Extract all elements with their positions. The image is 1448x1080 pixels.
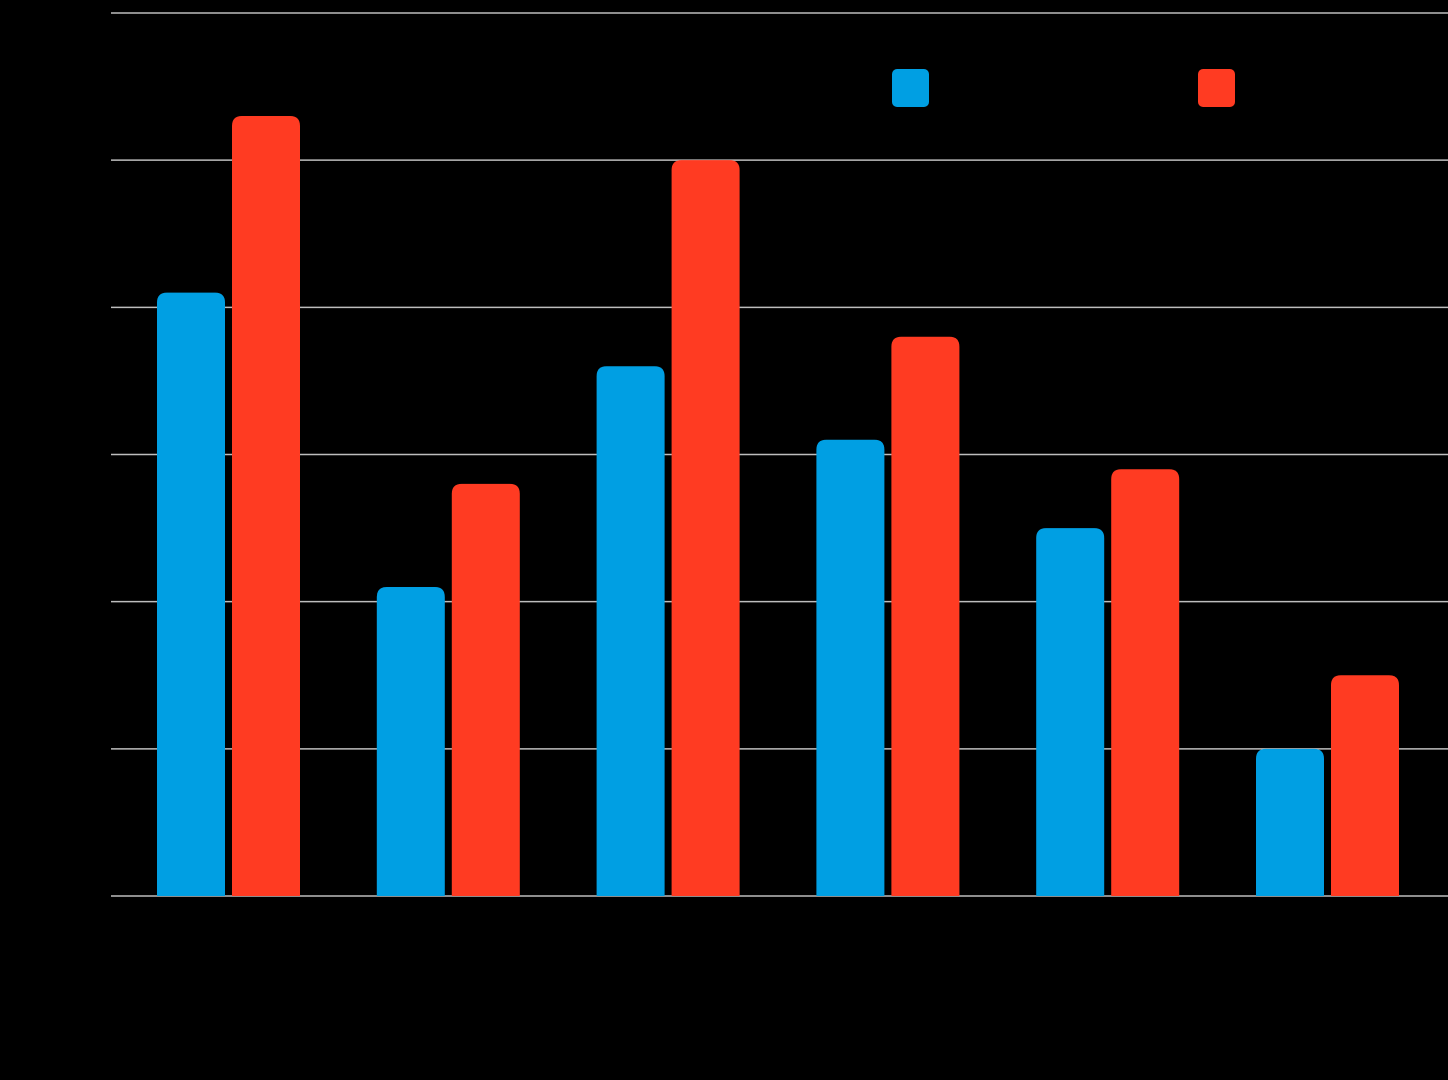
bar-series-1-category-4 xyxy=(816,439,885,896)
bar-series-1-category-2 xyxy=(376,586,445,896)
bar-series-2-category-2 xyxy=(451,483,520,896)
bars xyxy=(157,116,1399,897)
legend-swatch-series-2 xyxy=(1198,69,1235,107)
bar-series-2-category-5 xyxy=(1111,469,1180,896)
bar-series-2-category-3 xyxy=(671,160,740,896)
legend xyxy=(892,69,1235,107)
bar-series-2-category-6 xyxy=(1331,675,1399,896)
legend-swatch-series-1 xyxy=(892,69,929,107)
bar-series-1-category-1 xyxy=(157,292,225,896)
bar-series-1-category-6 xyxy=(1256,748,1324,896)
bar-series-1-category-3 xyxy=(596,366,665,896)
bar-series-2-category-4 xyxy=(891,336,960,896)
gridlines xyxy=(111,12,1448,897)
bar-series-1-category-5 xyxy=(1036,528,1105,896)
bar-series-2-category-1 xyxy=(232,116,300,897)
